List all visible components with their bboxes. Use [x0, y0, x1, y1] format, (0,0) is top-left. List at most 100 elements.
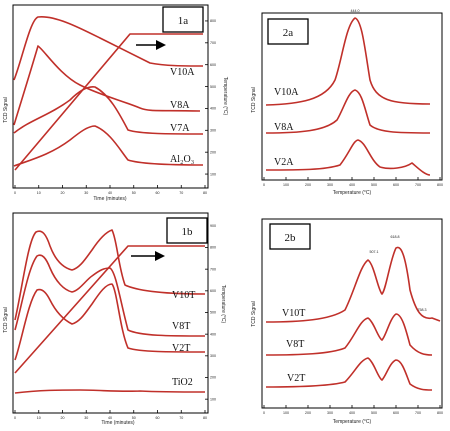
label-v8a-tpr: V8A [274, 122, 294, 133]
x-tick-label: 400 [349, 183, 355, 187]
panel-2a-ylabel: TCD Signal [251, 87, 257, 113]
panel-2a: TCD Signal Temperature (°C) 0 100 200 300 40… [251, 9, 443, 196]
panel-1a-tag-text: 1a [178, 15, 189, 27]
peak-label-507: 507.1 [370, 250, 379, 254]
panel-1b-y2ticks: 100 200 300 400 500 600 700 800 900 [205, 224, 216, 401]
x-tick-label: 600 [393, 411, 399, 415]
panel-2a-xticks: 0 100 200 300 400 500 600 700 800 [263, 177, 443, 187]
label-v2t-tpr: V2T [287, 373, 305, 384]
x-tick-label: 200 [305, 411, 311, 415]
curve-v10a-tpr [265, 17, 431, 106]
panel-2a-tag [267, 18, 309, 45]
x-tick-label: 600 [393, 183, 399, 187]
x-tick-label: 200 [305, 183, 311, 187]
panel-2a-xlabel: Temperature (°C) [333, 190, 372, 196]
x-tick-label: 500 [371, 183, 377, 187]
curve-v8a [13, 45, 201, 126]
panel-1b-xticks: 0 10 20 30 40 50 60 70 80 [14, 410, 207, 420]
panel-2b-xticks: 0 100 200 300 400 500 600 700 800 [263, 405, 443, 415]
x-tick-label: 10 [37, 191, 41, 195]
temperature-ramp-1b [14, 245, 205, 374]
y2-tick-label: 800 [210, 246, 216, 250]
panel-2b-ylabel: TCD Signal [251, 301, 257, 327]
y2-tick-label: 400 [210, 107, 216, 111]
x-tick-label: 20 [61, 416, 65, 420]
panel-1b-y2label: Temperature (°C) [220, 285, 226, 324]
x-tick-label: 20 [61, 191, 65, 195]
curve-al2o3 [13, 125, 204, 167]
panel-2b: TCD Signal Temperature (°C) 0 100 200 300 40… [251, 218, 443, 425]
x-tick-label: 50 [132, 416, 136, 420]
y2-tick-label: 700 [210, 267, 216, 271]
x-tick-label: 30 [84, 416, 88, 420]
panel-2b-tag-text: 2b [285, 232, 297, 244]
y2-tick-label: 600 [210, 289, 216, 293]
panel-1b-xlabel: Time (minutes) [101, 420, 134, 426]
panel-1b: TCD Signal Temperature (°C) Time (minute… [3, 212, 226, 426]
label-v10t-tpr: V10T [282, 308, 305, 319]
panel-1b-frame [12, 212, 209, 414]
panel-1a-frame [12, 4, 209, 189]
panel-1b-tag [166, 217, 208, 244]
panel-1a-ylabel: TCD Signal [3, 97, 9, 123]
panel-2b-tag [269, 223, 311, 250]
panel-1b-tag-text: 1b [182, 226, 194, 238]
panel-1a: TCD Signal Temperature (°C) Time (minute… [3, 4, 228, 202]
x-tick-label: 80 [203, 191, 207, 195]
x-tick-label: 30 [84, 191, 88, 195]
label-v2a-tpr: V2A [274, 157, 294, 168]
y2-tick-label: 300 [210, 129, 216, 133]
y2-tick-label: 200 [210, 150, 216, 154]
panel-1b-ylabel: TCD Signal [3, 307, 9, 333]
curve-tio2 [14, 389, 206, 394]
x-tick-label: 100 [283, 411, 289, 415]
panel-1a-xlabel: Time (minutes) [93, 196, 126, 202]
y2-tick-label: 400 [210, 332, 216, 336]
y2-tick-label: 100 [210, 172, 216, 176]
y2-tick-label: 500 [210, 311, 216, 315]
x-tick-label: 800 [437, 411, 443, 415]
x-tick-label: 700 [415, 183, 421, 187]
label-tio2: TiO2 [172, 377, 193, 388]
x-tick-label: 70 [179, 191, 183, 195]
label-v10t: V10T [172, 290, 195, 301]
label-v8a: V8A [170, 100, 190, 111]
panel-1a-y2ticks: 100 200 300 400 500 600 700 800 [205, 19, 216, 176]
y2-tick-label: 300 [210, 354, 216, 358]
panel-1a-tag [162, 6, 204, 33]
x-tick-label: 0 [14, 416, 16, 420]
curve-v7a [13, 86, 204, 135]
label-v10a: V10A [170, 67, 195, 78]
x-tick-label: 100 [283, 183, 289, 187]
curve-v2t-tpr [265, 357, 433, 391]
x-tick-label: 700 [415, 411, 421, 415]
x-tick-label: 50 [132, 191, 136, 195]
label-v8t-tpr: V8T [286, 339, 304, 350]
peak-label-618: 618.8 [391, 235, 400, 239]
arrow-head-1a [156, 40, 166, 50]
x-tick-label: 60 [156, 191, 160, 195]
y2-tick-label: 900 [210, 224, 216, 228]
y2-tick-label: 100 [210, 397, 216, 401]
x-tick-label: 40 [108, 191, 112, 195]
curve-v10t-tpr [265, 246, 441, 323]
label-v8t: V8T [172, 321, 190, 332]
x-tick-label: 0 [263, 183, 265, 187]
y2-tick-label: 200 [210, 376, 216, 380]
y2-tick-label: 500 [210, 85, 216, 89]
panel-2a-tag-text: 2a [283, 27, 294, 39]
x-tick-label: 500 [371, 411, 377, 415]
temperature-ramp-1a [14, 33, 203, 171]
x-tick-label: 80 [203, 416, 207, 420]
arrow-head-1b [155, 251, 165, 261]
x-tick-label: 800 [437, 183, 443, 187]
peak-label-444: 444.0 [351, 9, 360, 13]
x-tick-label: 40 [108, 416, 112, 420]
x-tick-label: 0 [14, 191, 16, 195]
panel-1a-xticks: 0 10 20 30 40 50 60 70 80 [14, 185, 207, 195]
x-tick-label: 0 [263, 411, 265, 415]
label-al2o3: Al₂O₃ [170, 154, 194, 165]
panel-1a-y2label: Temperature (°C) [222, 77, 228, 116]
curve-v8a-tpr [265, 89, 431, 134]
